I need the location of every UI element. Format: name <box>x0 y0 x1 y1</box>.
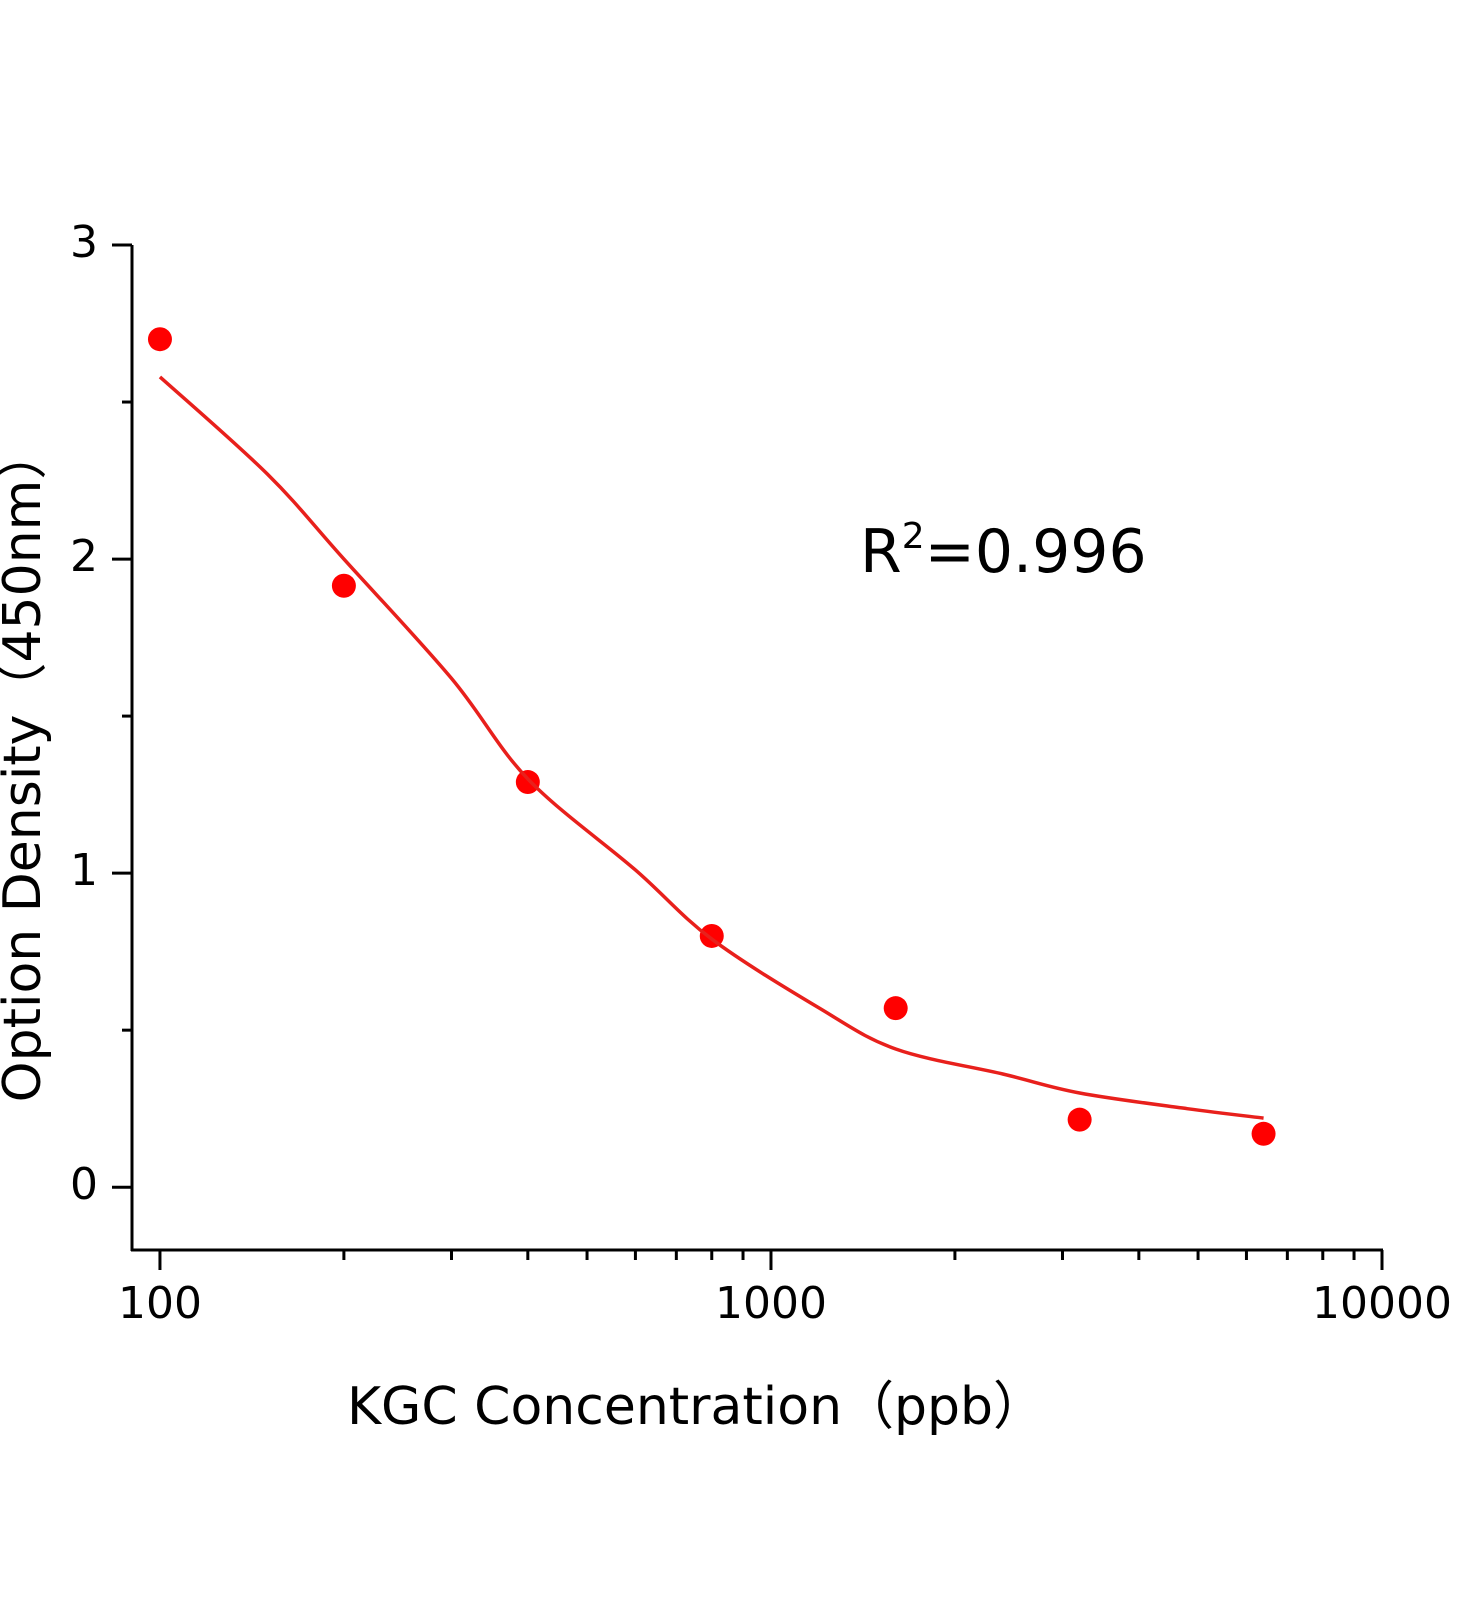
data-point <box>515 770 540 795</box>
annotation-text: =0.996 <box>925 517 1147 587</box>
x-tick-label: 1000 <box>715 1278 827 1329</box>
annotation-superscript: 2 <box>902 516 925 557</box>
data-point <box>883 996 908 1021</box>
data-point <box>331 573 356 598</box>
data-point <box>1067 1107 1092 1132</box>
data-point <box>147 327 172 352</box>
x-axis-label: KGC Concentration（ppb） <box>347 1377 1045 1437</box>
y-tick-label: 1 <box>70 845 98 896</box>
data-point <box>1251 1121 1276 1146</box>
y-axis-label: Option Density（450nm） <box>0 428 53 1103</box>
x-tick-label: 10000 <box>1312 1278 1452 1329</box>
annotation-text: R <box>860 517 902 587</box>
y-tick-label: 2 <box>70 531 98 582</box>
y-tick-label: 0 <box>70 1159 98 1210</box>
fit-curve <box>158 375 1264 1120</box>
y-tick-label: 3 <box>70 217 98 268</box>
annotation: R2=0.996 <box>860 516 1147 587</box>
x-tick-label: 100 <box>118 1278 202 1329</box>
